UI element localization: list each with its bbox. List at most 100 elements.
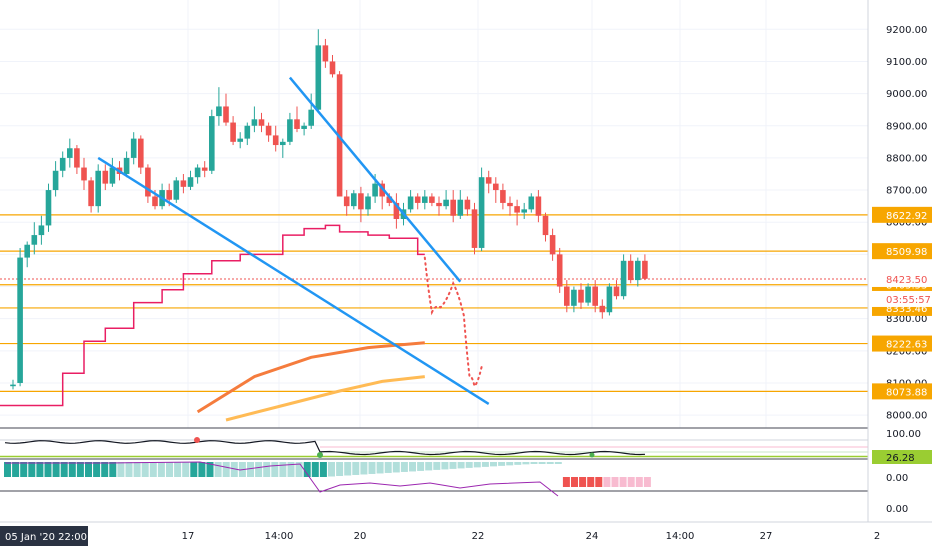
indicator-axis-label: 100.00 — [886, 429, 921, 440]
candle-body — [24, 244, 30, 258]
candle-body — [31, 235, 38, 245]
histogram-bar — [587, 477, 595, 487]
candle-body — [109, 167, 116, 184]
candle-body — [556, 254, 563, 287]
price-tick-label: 8200.00 — [886, 346, 927, 357]
histogram-bar — [611, 477, 619, 487]
candle-body — [265, 125, 272, 136]
candle-body — [393, 202, 400, 219]
indicator-axis-label: 26.28 — [886, 453, 915, 464]
candle-body — [613, 286, 620, 297]
histogram-bar — [514, 462, 522, 465]
level-price-label: 8073.88 — [886, 387, 927, 398]
histogram-bar — [93, 462, 101, 477]
candle-body — [130, 138, 137, 158]
candle-body — [429, 196, 435, 203]
time-axis-bg — [0, 522, 932, 550]
time-tick-label: 2 — [874, 531, 880, 542]
candle-body — [329, 61, 336, 75]
time-tick-label: 27 — [760, 531, 773, 542]
histogram-bar — [498, 462, 506, 466]
time-tick-label: 24 — [586, 531, 599, 542]
time-tick-label: 14:00 — [265, 531, 294, 542]
histogram-bar — [409, 462, 416, 472]
candle-body — [251, 119, 258, 126]
histogram-bar — [60, 462, 68, 477]
candle-body — [74, 148, 80, 168]
indicator-value-bg — [872, 450, 932, 464]
histogram-bar — [101, 462, 109, 477]
candle-body — [606, 286, 613, 313]
candle-body — [308, 109, 314, 126]
price-tick-label: 8700.00 — [886, 186, 927, 197]
candle-body — [201, 167, 208, 171]
histogram-bar — [352, 462, 360, 475]
candle-body — [67, 148, 73, 158]
cursor-time-bg — [0, 526, 88, 546]
candle-body — [294, 119, 300, 129]
indicator-panes — [0, 427, 932, 523]
histogram-bar — [522, 462, 530, 465]
candle-body — [627, 260, 634, 281]
candle-body — [10, 384, 16, 387]
candle-body — [443, 199, 449, 207]
histogram-bar — [465, 462, 473, 468]
candle-body — [138, 138, 144, 168]
indicator-lines — [0, 224, 425, 422]
candle-body — [194, 167, 201, 178]
candle-body — [81, 167, 87, 181]
candle-body — [549, 235, 556, 255]
descending-channel — [97, 76, 490, 405]
candle-body — [17, 257, 23, 383]
candle-body — [407, 196, 414, 210]
price-tick-label: 9100.00 — [886, 57, 927, 68]
histogram-bar — [473, 462, 481, 468]
histogram-bar — [603, 477, 611, 487]
histogram-bar — [336, 462, 344, 476]
level-price-label: 8622.92 — [886, 211, 927, 222]
candle-body — [301, 125, 307, 129]
candle-body — [500, 190, 506, 203]
candle-body — [152, 196, 158, 207]
candle-body — [521, 209, 527, 213]
histogram-bar — [595, 477, 603, 487]
time-axis[interactable]: 17 14:00 20 22 24 14:00 27 2 05 Jan '20 22:00 — [0, 521, 932, 550]
time-tick-label: 20 — [354, 531, 367, 542]
projection-dotted-path — [423, 256, 483, 389]
candle-body — [464, 199, 471, 210]
candle-body — [180, 180, 187, 187]
candle-body — [507, 202, 513, 207]
moving-average-slow — [225, 375, 425, 422]
candle-body — [436, 202, 442, 207]
candle-body — [59, 157, 66, 171]
candle-body — [280, 141, 286, 146]
candle-body — [365, 196, 371, 210]
candle-body — [166, 190, 172, 200]
histogram-bar — [303, 462, 311, 477]
histogram-bar — [481, 462, 489, 467]
signal-dot-green — [589, 452, 595, 458]
price-axis[interactable]: 8000.008100.008200.008300.008400.008500.… — [867, 0, 932, 550]
price-tick-label: 8800.00 — [886, 153, 927, 164]
histogram-bar — [400, 462, 408, 472]
candle-body — [322, 45, 329, 62]
histogram-bar — [109, 462, 117, 477]
histogram-bar — [384, 462, 392, 473]
candle-body — [592, 286, 598, 306]
histogram-bar — [247, 462, 254, 477]
level-price-label-bg — [872, 206, 932, 223]
candle-body — [244, 125, 251, 139]
histogram-bar — [271, 462, 279, 477]
histogram-bar — [425, 462, 433, 471]
histogram-bar — [287, 462, 295, 477]
price-tick-label: 9200.00 — [886, 25, 927, 36]
candle-body — [38, 225, 45, 236]
histogram-bar — [141, 462, 149, 477]
candle-body — [571, 289, 577, 306]
histogram-bar — [295, 462, 303, 477]
level-price-label-bg — [872, 335, 932, 352]
candle-body — [471, 209, 478, 248]
histogram-bar — [182, 462, 190, 477]
histogram-bar — [392, 462, 400, 473]
